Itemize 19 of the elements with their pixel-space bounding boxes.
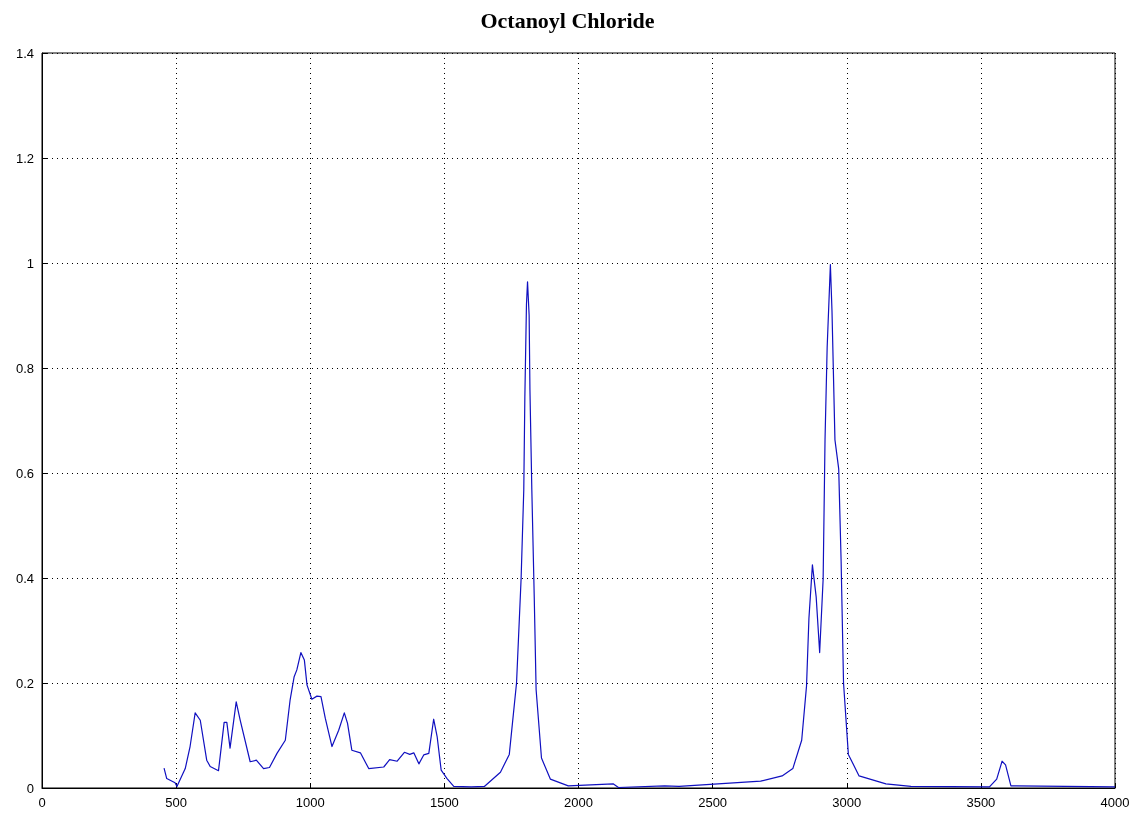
y-tick-label: 1	[26, 255, 34, 271]
x-tick-label: 2000	[564, 795, 593, 810]
x-tick-label: 0	[38, 795, 46, 810]
y-tick-label: 0	[26, 780, 34, 796]
x-tick-label: 1000	[295, 795, 325, 810]
y-tick-label: 0.2	[15, 675, 34, 691]
line-series	[163, 263, 1116, 789]
x-tick-label: 3000	[832, 795, 862, 810]
y-tick-label: 0.4	[15, 570, 34, 586]
x-tick-label: 4000	[1100, 795, 1130, 810]
y-tick-label: 1.2	[15, 150, 34, 166]
y-tick-label: 0.6	[15, 465, 34, 481]
x-tick-label: 1500	[429, 795, 459, 810]
x-tick-label: 2500	[698, 795, 728, 810]
x-tick-label: 3500	[966, 795, 996, 810]
y-tick-label: 1.4	[15, 45, 34, 61]
y-tick-label: 0.8	[15, 360, 34, 376]
chart-title: Octanoyl Chloride	[480, 7, 655, 33]
x-tick-label: 500	[165, 795, 187, 810]
